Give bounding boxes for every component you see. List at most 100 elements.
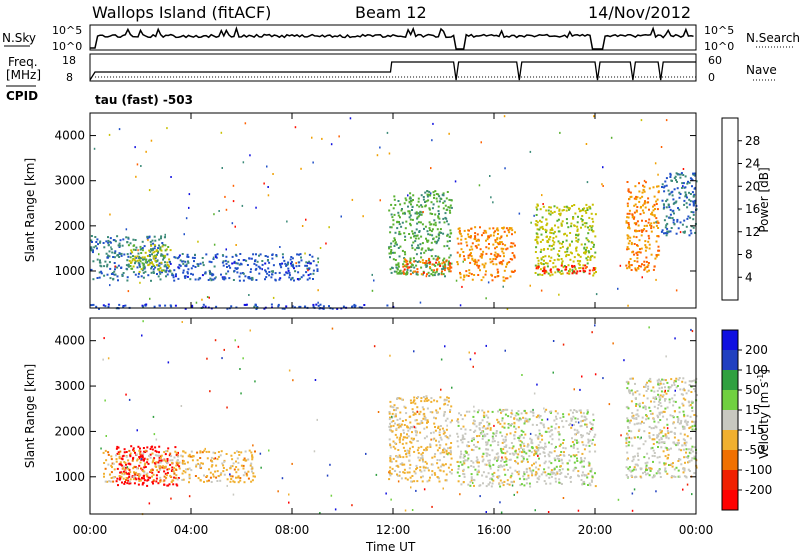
data-cell xyxy=(251,458,254,461)
data-cell xyxy=(425,462,428,465)
data-cell xyxy=(126,241,129,244)
data-cell xyxy=(662,378,665,381)
data-cell xyxy=(164,261,166,264)
data-cell xyxy=(249,271,252,273)
data-cell xyxy=(638,428,641,431)
data-cell xyxy=(437,272,440,275)
data-cell xyxy=(690,211,693,213)
data-cell xyxy=(675,232,678,235)
data-cell xyxy=(653,204,656,207)
data-cell xyxy=(676,180,678,183)
data-cell xyxy=(136,429,138,432)
data-cell xyxy=(438,237,440,240)
data-cell xyxy=(474,445,477,448)
data-cell xyxy=(633,260,636,262)
data-cell xyxy=(548,255,550,258)
velocity-colorbar-swatch xyxy=(722,470,738,491)
data-cell xyxy=(459,461,462,464)
data-cell xyxy=(107,463,110,466)
data-cell xyxy=(631,509,634,512)
data-cell xyxy=(394,422,396,425)
data-cell xyxy=(513,254,516,257)
data-cell xyxy=(495,228,498,231)
data-cell xyxy=(114,250,117,253)
data-cell xyxy=(272,296,275,299)
data-cell xyxy=(251,479,254,482)
data-cell xyxy=(516,491,519,494)
data-cell xyxy=(573,265,576,267)
data-cell xyxy=(692,213,695,216)
data-cell xyxy=(431,274,434,277)
data-cell xyxy=(233,468,236,471)
data-cell xyxy=(227,270,230,273)
data-cell xyxy=(151,448,154,451)
data-cell xyxy=(404,197,407,200)
data-cell xyxy=(683,415,686,418)
data-cell xyxy=(628,190,631,193)
data-cell xyxy=(630,243,633,246)
data-cell xyxy=(188,481,190,484)
data-cell xyxy=(420,194,423,197)
data-cell xyxy=(504,452,507,455)
data-cell xyxy=(132,238,135,241)
data-cell xyxy=(630,264,633,267)
data-cell xyxy=(90,248,93,251)
data-cell xyxy=(483,266,486,269)
data-cell xyxy=(132,271,135,274)
data-cell xyxy=(194,253,196,256)
data-cell xyxy=(131,259,134,262)
data-cell xyxy=(437,255,440,258)
data-cell xyxy=(422,211,424,213)
data-cell xyxy=(534,239,537,241)
data-cell xyxy=(392,207,395,210)
data-cell xyxy=(459,276,462,279)
data-cell xyxy=(546,418,549,421)
data-cell xyxy=(170,481,173,483)
data-cell xyxy=(627,467,630,470)
data-cell xyxy=(554,271,557,274)
data-cell xyxy=(572,260,575,263)
data-cell xyxy=(626,476,629,478)
data-cell xyxy=(431,411,434,414)
data-cell xyxy=(388,152,391,155)
data-cell xyxy=(110,471,113,474)
data-cell xyxy=(503,255,505,258)
data-cell xyxy=(146,472,149,475)
data-cell xyxy=(443,257,446,260)
velocity-colorbar-swatch xyxy=(722,350,738,371)
data-cell xyxy=(525,412,528,415)
data-cell xyxy=(680,449,683,452)
data-cell xyxy=(451,468,453,471)
data-cell xyxy=(197,240,199,243)
data-cell xyxy=(641,191,644,194)
data-cell xyxy=(639,475,642,478)
data-cell xyxy=(407,210,410,213)
data-cell xyxy=(395,465,398,467)
data-cell xyxy=(145,150,147,153)
data-cell xyxy=(536,240,539,243)
data-cell xyxy=(165,477,168,480)
data-cell xyxy=(530,440,533,443)
data-cell xyxy=(429,249,432,252)
data-cell xyxy=(501,425,504,428)
data-cell xyxy=(422,408,425,411)
data-cell xyxy=(173,256,176,259)
data-cell xyxy=(124,462,127,464)
data-cell xyxy=(522,459,525,462)
data-cell xyxy=(528,418,531,421)
data-cell xyxy=(657,190,660,193)
data-cell xyxy=(505,265,508,268)
data-cell xyxy=(573,388,575,391)
data-cell xyxy=(312,161,314,164)
data-cell xyxy=(549,236,552,238)
data-cell xyxy=(578,263,581,266)
data-cell xyxy=(424,263,427,266)
data-cell xyxy=(585,257,588,260)
data-cell xyxy=(673,384,676,386)
data-cell xyxy=(226,478,229,481)
data-cell xyxy=(439,396,442,399)
data-cell xyxy=(151,461,154,464)
data-cell xyxy=(511,258,514,261)
data-cell xyxy=(558,254,561,257)
